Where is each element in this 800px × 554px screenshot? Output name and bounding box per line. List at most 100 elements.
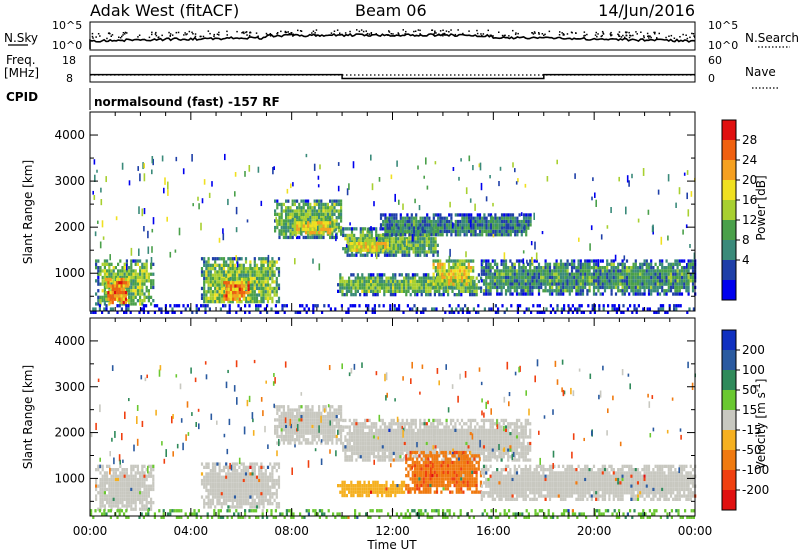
colorbar-tick-label: 28 [742,133,757,147]
velocity-y-axis-label: Slant Range [km] [21,365,35,469]
nsky-point [194,33,197,35]
y-tick-label: 1000 [54,471,85,485]
nsky-point [390,33,392,35]
nsky-point [315,29,318,31]
nsky-point [213,35,215,38]
nsky-point [358,30,361,33]
nsky-point [617,34,620,36]
nsky-point [601,34,603,37]
nsky-point [442,35,444,37]
colorbar-swatch [722,370,736,391]
nsky-point [300,30,303,32]
nsky-point [92,37,94,39]
echo-region [221,277,250,301]
nsky-label: N.Sky [4,31,38,45]
nsky-point [689,36,691,39]
nsky-point [620,36,623,38]
nsky-point [226,30,228,33]
nsky-point [602,33,605,35]
colorbar-tick-label: 200 [742,343,765,357]
nsky-point [413,30,415,33]
nsky-point [635,31,637,33]
nsky-point [468,30,470,32]
nsky-point [610,34,612,37]
x-axis-label: Time UT [366,538,417,552]
colorbar-swatch [722,490,736,511]
nsky-point [433,33,435,35]
nsky-point [653,31,655,34]
nsky-point [218,34,220,36]
colorbar-swatch [722,470,736,491]
nsky-point [501,34,504,37]
nsky-point [119,37,122,39]
nsky-point [292,33,295,35]
echo-region [337,480,406,498]
echo-region [90,304,695,314]
nsky-point [186,33,188,35]
nsky-point [622,34,624,37]
freq-label: Freq. [6,53,36,67]
nsky-point [124,33,126,35]
colorbar-tick-label: 8 [742,233,750,247]
nsky-point [419,33,421,35]
nave-label: Nave [745,65,776,79]
nsky-point [397,32,399,34]
velocity-colorbar: 200 100 50 15 -15 -50 -100 -200 [721,329,769,511]
nsky-point [277,32,279,34]
y-tick-label: 4000 [54,334,85,348]
nsky-panel-frame [89,21,696,51]
station-title: Adak West (fitACF) [90,1,239,20]
nsky-point [419,29,421,32]
nsky-point [171,34,174,36]
power-colorbar-label: Power [dB] [754,175,768,240]
nsky-point [415,34,417,37]
nsky-point [626,31,628,33]
y-tick-label: 2000 [54,220,85,234]
x-tick-label: 12:00 [375,524,410,538]
nsky-point [242,31,244,34]
nsky-point [685,34,687,36]
nsearch-label: N.Search [745,31,799,45]
nsky-point [257,35,259,37]
nsky-point [636,33,638,35]
nsky-point [625,34,628,37]
power-echoes [90,153,697,314]
nsky-point [583,35,585,37]
colorbar-tick-label: -50 [742,443,762,457]
nsky-point [611,34,613,36]
nsky-point [601,30,604,33]
nsky-point [647,35,649,38]
velocity-colorbar-label: Velocity [m s-1] [753,379,768,470]
x-tick-label: 16:00 [476,524,511,538]
colorbar-swatch [722,120,736,141]
colorbar-swatch [722,160,736,181]
nsky-point [148,36,151,39]
nsky-point [640,31,642,33]
colorbar-swatch [722,200,736,221]
nsky-point [175,31,178,34]
nsky-point [368,33,371,35]
nsky-point [445,30,448,32]
nsky-point [255,32,258,34]
nsky-point [370,32,373,34]
colorbar-swatch [722,410,736,431]
nsky-point [184,32,186,34]
nsky-point [654,31,656,34]
nsky-point [508,35,510,37]
nsky-point [515,32,517,34]
nsky-point [476,32,479,35]
freq-unit-label: [MHz] [4,66,39,80]
nsky-point [682,33,684,36]
nsky-point [122,32,125,34]
colorbar-tick-label: -100 [742,463,769,477]
nsky-point [583,31,586,33]
nsky-point [628,31,630,34]
nsky-point [686,37,689,40]
colorbar-swatch [722,390,736,411]
nsky-point [448,31,450,33]
nsky-point [290,32,292,34]
colorbar-swatch [722,350,736,371]
colorbar-swatch [722,220,736,241]
nsky-point [650,36,652,39]
nsky-point [245,31,248,33]
